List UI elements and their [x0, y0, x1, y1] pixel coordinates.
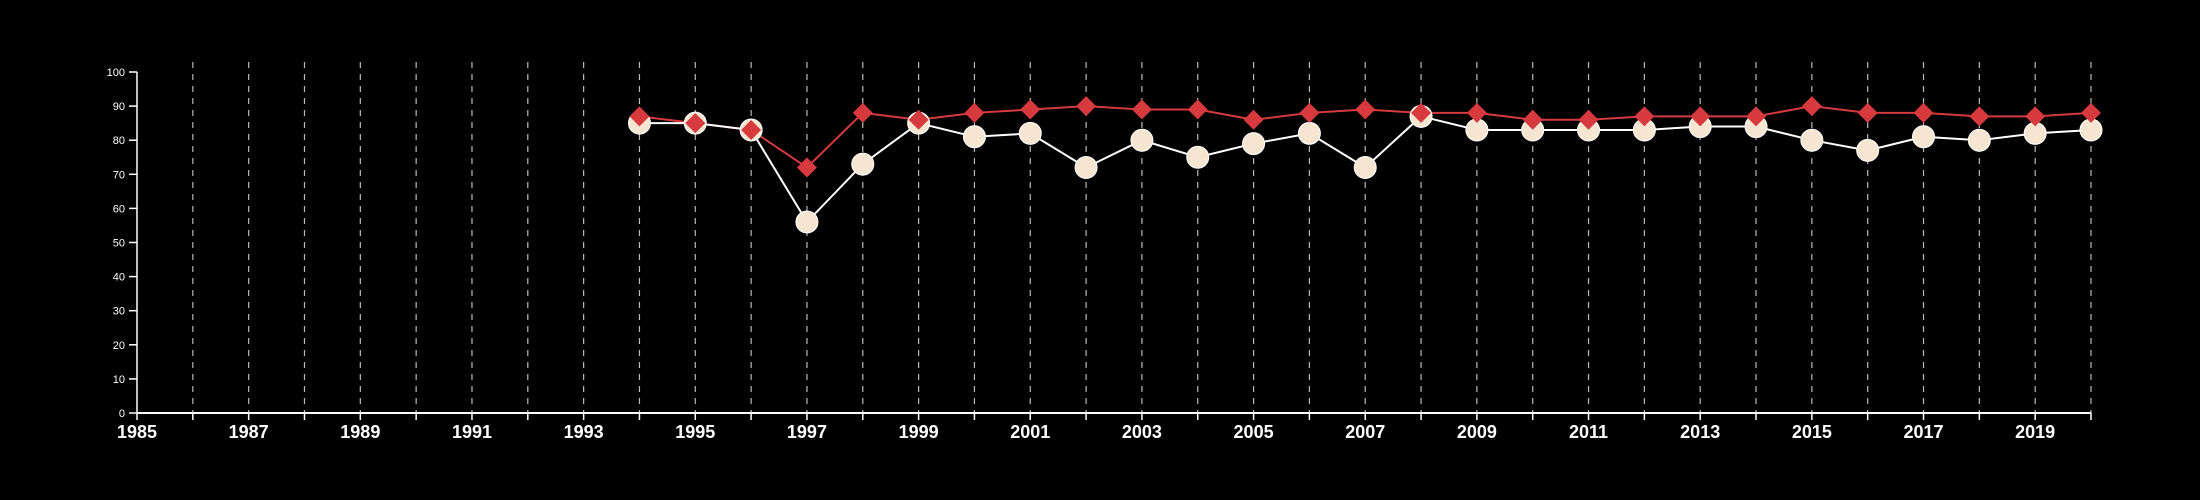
x-tick-label-1987: 1987: [229, 422, 269, 442]
x-tick-label-1985: 1985: [117, 422, 157, 442]
series: [627, 96, 2103, 234]
y-tick-label-80: 80: [113, 135, 125, 147]
series-2-point-2000: [962, 125, 986, 149]
x-tick-label-2017: 2017: [1903, 422, 1943, 442]
gridlines: [192, 62, 2092, 413]
x-tick-label-1997: 1997: [787, 422, 827, 442]
x-tick-label-2013: 2013: [1680, 422, 1720, 442]
x-tick-label-2005: 2005: [1234, 422, 1274, 442]
series-1-point-2002: [1076, 96, 1097, 117]
x-tick-label-2001: 2001: [1010, 422, 1050, 442]
x-tick-label-2015: 2015: [1792, 422, 1832, 442]
series-2-point-2006: [1297, 121, 1321, 145]
y-tick-label-10: 10: [113, 374, 125, 386]
series-1-point-2016: [1857, 102, 1878, 123]
x-tick-label-2009: 2009: [1457, 422, 1497, 442]
series-1-point-2015: [1801, 96, 1822, 117]
series-1-point-2012: [1634, 106, 1655, 127]
series-1-point-2020: [2081, 102, 2101, 123]
x-tick-label-2003: 2003: [1122, 422, 1162, 442]
series-1-point-2006: [1299, 102, 1320, 123]
x-tick-label-1995: 1995: [675, 422, 715, 442]
series-2-point-2007: [1353, 155, 1377, 179]
series-1-point-2011: [1578, 109, 1599, 130]
y-tick-label-20: 20: [113, 340, 125, 352]
x-tick-label-1999: 1999: [899, 422, 939, 442]
series-1-point-2005: [1243, 109, 1264, 130]
series-2-point-2015: [1800, 128, 1824, 152]
series-2-point-2017: [1912, 125, 1936, 149]
series-1-point-2008: [1411, 102, 1432, 123]
series-1-point-1996: [741, 119, 762, 140]
series-2-point-2005: [1242, 132, 1266, 156]
series-1-point-2014: [1746, 106, 1767, 127]
x-tick-label-2007: 2007: [1345, 422, 1385, 442]
x-tick-label-1989: 1989: [340, 422, 380, 442]
axes: 0 10 20 30 40 50 60 70 80 90 100 1985 1987 1989 1991 19…: [107, 67, 2092, 442]
y-tick-label-100: 100: [107, 67, 125, 79]
y-tick-label-0: 0: [119, 408, 125, 420]
series-1-point-1994: [629, 106, 650, 127]
x-tick-label-1993: 1993: [564, 422, 604, 442]
series-2-point-1997: [795, 210, 819, 234]
series-1-point-2013: [1690, 106, 1711, 127]
y-tick-label-90: 90: [113, 101, 125, 113]
y-tick-label-50: 50: [113, 238, 125, 250]
series-1-point-2003: [1131, 99, 1152, 120]
series-2-point-2016: [1856, 138, 1880, 162]
x-tick-label-2019: 2019: [2015, 422, 2055, 442]
series-1-point-2004: [1187, 99, 1208, 120]
series-1-point-1999: [908, 109, 929, 130]
series-1-point-2017: [1913, 102, 1934, 123]
y-tick-label-30: 30: [113, 306, 125, 318]
series-1-point-2009: [1466, 102, 1487, 123]
series-1-point-1995: [685, 113, 706, 134]
x-tick-label-2011: 2011: [1569, 422, 1608, 442]
series-2-point-2018: [1967, 128, 1991, 152]
series-2-point-2002: [1074, 155, 1098, 179]
series-1-point-2019: [2025, 106, 2046, 127]
y-tick-label-70: 70: [113, 169, 125, 181]
series-1-point-2001: [1020, 99, 1041, 120]
series-2-point-2001: [1018, 121, 1042, 145]
series-2-point-1998: [851, 152, 875, 176]
series-1-point-1998: [852, 102, 873, 123]
series-1-point-2007: [1355, 99, 1376, 120]
series-1-point-2000: [964, 102, 985, 123]
x-tick-label-1991: 1991: [452, 422, 492, 442]
series-1-point-2010: [1522, 109, 1543, 130]
series-1-point-1997: [796, 157, 817, 178]
y-tick-label-60: 60: [113, 203, 125, 215]
series-1-point-2018: [1969, 106, 1990, 127]
series-2-point-2004: [1186, 145, 1210, 169]
y-tick-label-40: 40: [113, 272, 125, 284]
series-2-point-2003: [1130, 128, 1154, 152]
